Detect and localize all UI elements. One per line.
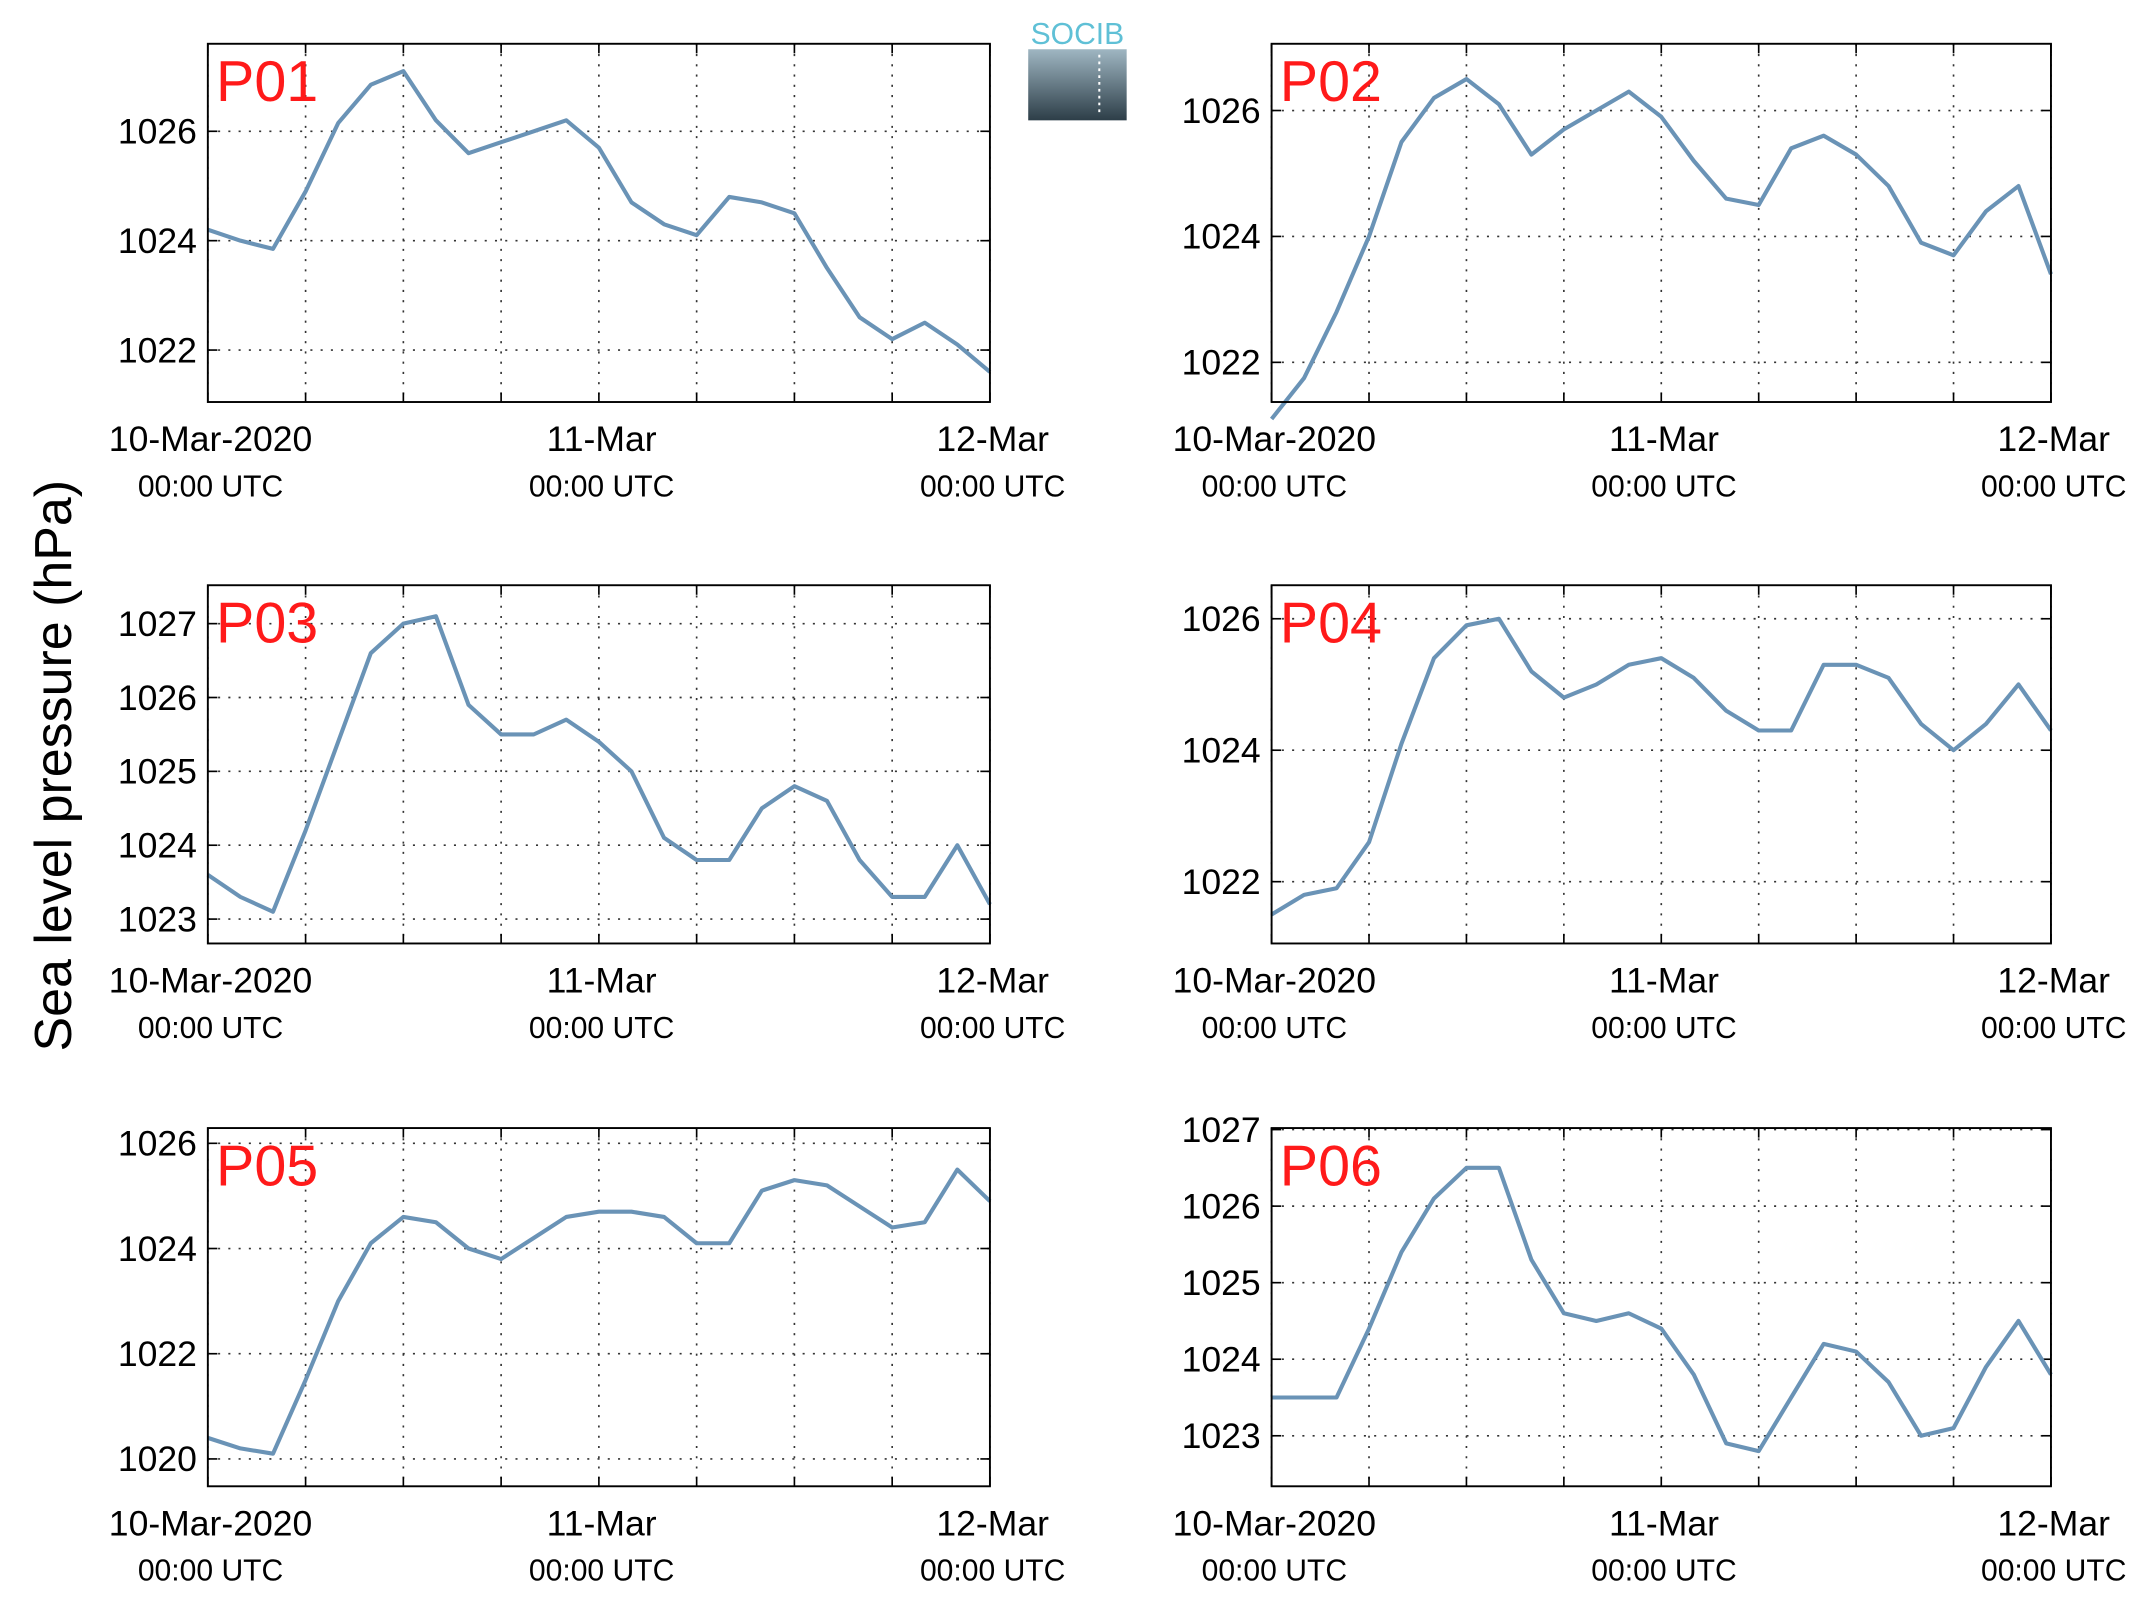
series-line — [207, 1167, 992, 1456]
logo-text: SOCIB — [1031, 18, 1125, 51]
y-tick-label: 1025 — [118, 752, 197, 792]
x-tick-sublabel: 00:00 UTC — [1981, 1012, 2126, 1045]
x-tick-sublabel: 00:00 UTC — [529, 1555, 674, 1588]
x-tick-label: 10-Mar-2020 — [109, 961, 313, 1001]
x-tick-label: 10-Mar-2020 — [109, 1504, 313, 1544]
x-tick-sublabel: 00:00 UTC — [920, 1555, 1065, 1588]
panel: 1022 1024 1026 10-Mar-2020 00:00 UTC 11-Mar 00… — [109, 42, 1065, 503]
y-tick-label: 1020 — [118, 1439, 197, 1479]
y-tick-label: 1022 — [118, 330, 197, 370]
y-tick-label: 1026 — [1182, 91, 1261, 131]
x-tick-sublabel: 00:00 UTC — [529, 1012, 674, 1045]
x-tick-sublabel: 00:00 UTC — [920, 470, 1065, 503]
x-tick-label: 11-Mar — [547, 419, 657, 459]
x-tick-sublabel: 00:00 UTC — [138, 1555, 283, 1588]
y-tick-label: 1026 — [1182, 599, 1261, 639]
x-tick-label: 10-Mar-2020 — [1173, 1504, 1377, 1544]
y-tick-label: 1023 — [1182, 1416, 1261, 1456]
x-tick-label: 11-Mar — [1609, 419, 1719, 459]
y-tick-label: 1022 — [118, 1334, 197, 1374]
x-tick-label: 12-Mar — [1997, 961, 2110, 1001]
y-tick-label: 1024 — [1182, 1340, 1261, 1380]
x-tick-sublabel: 00:00 UTC — [920, 1012, 1065, 1045]
x-tick-sublabel: 00:00 UTC — [1202, 470, 1347, 503]
y-tick-label: 1024 — [1182, 217, 1261, 257]
x-tick-label: 11-Mar — [547, 1504, 657, 1544]
plot-area — [1271, 585, 2051, 944]
y-tick-label: 1024 — [118, 221, 197, 261]
x-tick-label: 11-Mar — [1609, 961, 1719, 1001]
x-tick-label: 10-Mar-2020 — [109, 419, 313, 459]
y-tick-label: 1024 — [118, 826, 197, 866]
x-tick-sublabel: 00:00 UTC — [138, 470, 283, 503]
panel-title: P01 — [216, 50, 318, 114]
y-tick-label: 1026 — [118, 112, 197, 152]
panel-title: P05 — [216, 1134, 318, 1198]
series-line — [1270, 616, 2053, 917]
panel: 1022 1024 1026 10-Mar-2020 00:00 UTC 11-Mar 00… — [1173, 42, 2126, 503]
x-tick-sublabel: 00:00 UTC — [1981, 470, 2126, 503]
y-tick-label: 1026 — [1182, 1186, 1261, 1226]
x-tick-sublabel: 00:00 UTC — [1591, 1012, 1736, 1045]
plot-frame — [1270, 42, 2052, 403]
x-tick-sublabel: 00:00 UTC — [1591, 1555, 1736, 1588]
logo-box — [1028, 49, 1127, 121]
x-tick-sublabel: 00:00 UTC — [1202, 1012, 1347, 1045]
panel: 1023 1024 1025 1026 1027 10-Mar-2020 00:00 UTC… — [109, 584, 1065, 1045]
x-tick-label: 12-Mar — [936, 419, 1049, 459]
plot-frame — [206, 1127, 991, 1488]
panel: 1020 1022 1024 1026 10-Mar-2020 00:00 UTC 11-M… — [109, 1124, 1066, 1588]
x-tick-label: 12-Mar — [936, 1504, 1049, 1544]
y-tick-label: 1024 — [1182, 731, 1261, 771]
plot-area — [1271, 43, 2051, 403]
x-tick-label: 11-Mar — [1609, 1504, 1719, 1544]
x-tick-sublabel: 00:00 UTC — [1981, 1555, 2126, 1588]
plot-frame — [1270, 584, 2052, 945]
series-line — [1271, 1165, 2053, 1454]
panel-title: P04 — [1280, 592, 1382, 656]
y-tick-label: 1027 — [118, 604, 197, 644]
plot-area — [207, 585, 990, 944]
logo: SOCIB — [1028, 18, 1127, 121]
x-tick-sublabel: 00:00 UTC — [138, 1012, 283, 1045]
x-tick-sublabel: 00:00 UTC — [529, 470, 674, 503]
x-tick-sublabel: 00:00 UTC — [1202, 1555, 1347, 1588]
series-line — [206, 614, 992, 914]
plot-area — [207, 1128, 990, 1487]
y-axis-label: Sea level pressure (hPa) — [25, 480, 83, 1052]
x-tick-label: 12-Mar — [1997, 419, 2110, 459]
x-tick-label: 12-Mar — [1997, 1504, 2110, 1544]
y-tick-label: 1026 — [118, 1124, 197, 1164]
x-tick-label: 12-Mar — [936, 961, 1049, 1001]
panel-title: P02 — [1280, 50, 1382, 114]
plot-frame — [206, 584, 991, 945]
y-tick-label: 1023 — [118, 899, 197, 939]
x-tick-label: 10-Mar-2020 — [1173, 961, 1377, 1001]
panel-title: P03 — [216, 592, 318, 656]
x-tick-sublabel: 00:00 UTC — [1591, 470, 1736, 503]
y-tick-label: 1027 — [1182, 1110, 1261, 1150]
plot-frame — [206, 42, 991, 403]
y-tick-label: 1024 — [118, 1229, 197, 1269]
panel: 1022 1024 1026 10-Mar-2020 00:00 UTC 11-Mar 00… — [1173, 584, 2126, 1045]
x-tick-label: 11-Mar — [547, 961, 657, 1001]
panel-title: P06 — [1280, 1134, 1382, 1198]
y-tick-label: 1026 — [118, 678, 197, 718]
x-tick-label: 10-Mar-2020 — [1173, 419, 1377, 459]
series-line — [207, 69, 992, 374]
y-tick-label: 1022 — [1182, 343, 1261, 383]
y-tick-label: 1025 — [1182, 1263, 1261, 1303]
series-line — [1269, 76, 2053, 421]
panel: 1023 1024 1025 1026 1027 10-Mar-2020 00:00 UTC… — [1173, 1110, 2127, 1588]
y-tick-label: 1022 — [1182, 862, 1261, 902]
plot-area — [207, 43, 990, 403]
plot-frame — [1270, 1127, 2052, 1488]
